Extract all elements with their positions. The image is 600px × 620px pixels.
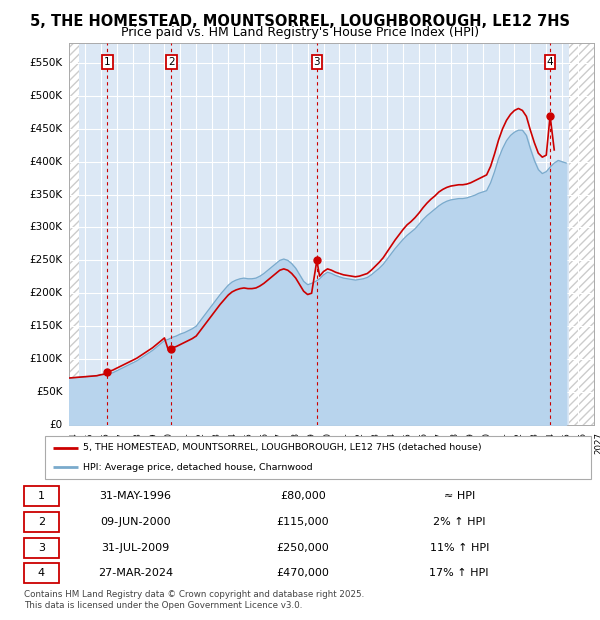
Text: 1999: 1999 [149,432,158,454]
Text: 3: 3 [314,57,320,67]
Text: 5, THE HOMESTEAD, MOUNTSORREL, LOUGHBOROUGH, LE12 7HS (detached house): 5, THE HOMESTEAD, MOUNTSORREL, LOUGHBORO… [83,443,482,453]
Text: 2022: 2022 [514,432,523,454]
Text: £200K: £200K [30,288,63,298]
Text: £100K: £100K [30,354,63,364]
Text: Contains HM Land Registry data © Crown copyright and database right 2025.: Contains HM Land Registry data © Crown c… [24,590,364,600]
Text: 2017: 2017 [435,432,444,454]
Text: 2000: 2000 [164,432,173,454]
Text: 2013: 2013 [371,432,380,454]
FancyBboxPatch shape [24,487,59,507]
Text: 2007: 2007 [276,432,285,454]
Text: 1: 1 [104,57,110,67]
Text: 2015: 2015 [403,432,412,454]
Text: 2019: 2019 [467,432,476,454]
Text: 2010: 2010 [323,432,332,454]
Text: 31-MAY-1996: 31-MAY-1996 [100,492,172,502]
Text: 2021: 2021 [499,432,508,454]
Text: £350K: £350K [29,190,63,200]
Text: 2: 2 [38,517,45,527]
Text: 2009: 2009 [308,432,317,454]
Text: 2002: 2002 [196,432,205,454]
FancyBboxPatch shape [24,563,59,583]
Text: 2023: 2023 [530,432,539,454]
Text: 1: 1 [38,492,45,502]
Text: 2027: 2027 [594,432,600,454]
Text: 2001: 2001 [181,432,190,454]
Text: 5, THE HOMESTEAD, MOUNTSORREL, LOUGHBOROUGH, LE12 7HS: 5, THE HOMESTEAD, MOUNTSORREL, LOUGHBORO… [30,14,570,29]
Text: 4: 4 [38,568,45,578]
Text: 2008: 2008 [292,432,301,454]
FancyBboxPatch shape [45,436,591,479]
Text: 2025: 2025 [562,432,571,454]
Text: 1997: 1997 [117,432,126,454]
Bar [569,43,594,425]
Text: 2018: 2018 [451,432,460,454]
Text: 2026: 2026 [578,432,587,454]
FancyBboxPatch shape [24,512,59,532]
Text: HPI: Average price, detached house, Charnwood: HPI: Average price, detached house, Char… [83,463,313,472]
Text: £50K: £50K [36,387,63,397]
Text: £450K: £450K [29,124,63,134]
Text: £0: £0 [50,420,63,430]
Text: 09-JUN-2000: 09-JUN-2000 [100,517,171,527]
Text: £550K: £550K [29,58,63,68]
FancyBboxPatch shape [24,538,59,557]
Text: 11% ↑ HPI: 11% ↑ HPI [430,542,489,552]
Text: 2005: 2005 [244,432,253,454]
Text: 1994: 1994 [69,432,78,454]
Text: £470,000: £470,000 [277,568,329,578]
Text: 2020: 2020 [482,432,491,454]
Text: 2006: 2006 [260,432,269,454]
Text: 2024: 2024 [546,432,555,454]
Text: 1996: 1996 [101,432,110,454]
Text: 2003: 2003 [212,432,221,454]
Text: 27-MAR-2024: 27-MAR-2024 [98,568,173,578]
Text: 2% ↑ HPI: 2% ↑ HPI [433,517,485,527]
Text: £150K: £150K [29,321,63,331]
Text: 1998: 1998 [133,432,142,454]
Text: 31-JUL-2009: 31-JUL-2009 [101,542,170,552]
Text: £400K: £400K [30,157,63,167]
Bar [69,43,79,425]
Text: £80,000: £80,000 [280,492,326,502]
Text: 1995: 1995 [85,432,94,454]
Text: 4: 4 [547,57,553,67]
Text: £300K: £300K [30,223,63,232]
Text: 2012: 2012 [355,432,364,454]
Text: 17% ↑ HPI: 17% ↑ HPI [430,568,489,578]
Text: £500K: £500K [30,91,63,101]
Text: 3: 3 [38,542,45,552]
Text: 2011: 2011 [340,432,349,454]
Text: £115,000: £115,000 [277,517,329,527]
Text: £250,000: £250,000 [277,542,329,552]
Text: 2014: 2014 [387,432,396,454]
Text: 2016: 2016 [419,432,428,454]
Text: 2004: 2004 [228,432,237,454]
Text: Price paid vs. HM Land Registry's House Price Index (HPI): Price paid vs. HM Land Registry's House … [121,26,479,39]
Text: This data is licensed under the Open Government Licence v3.0.: This data is licensed under the Open Gov… [24,601,302,611]
Text: 2: 2 [168,57,175,67]
Text: £250K: £250K [29,255,63,265]
Text: ≈ HPI: ≈ HPI [443,492,475,502]
